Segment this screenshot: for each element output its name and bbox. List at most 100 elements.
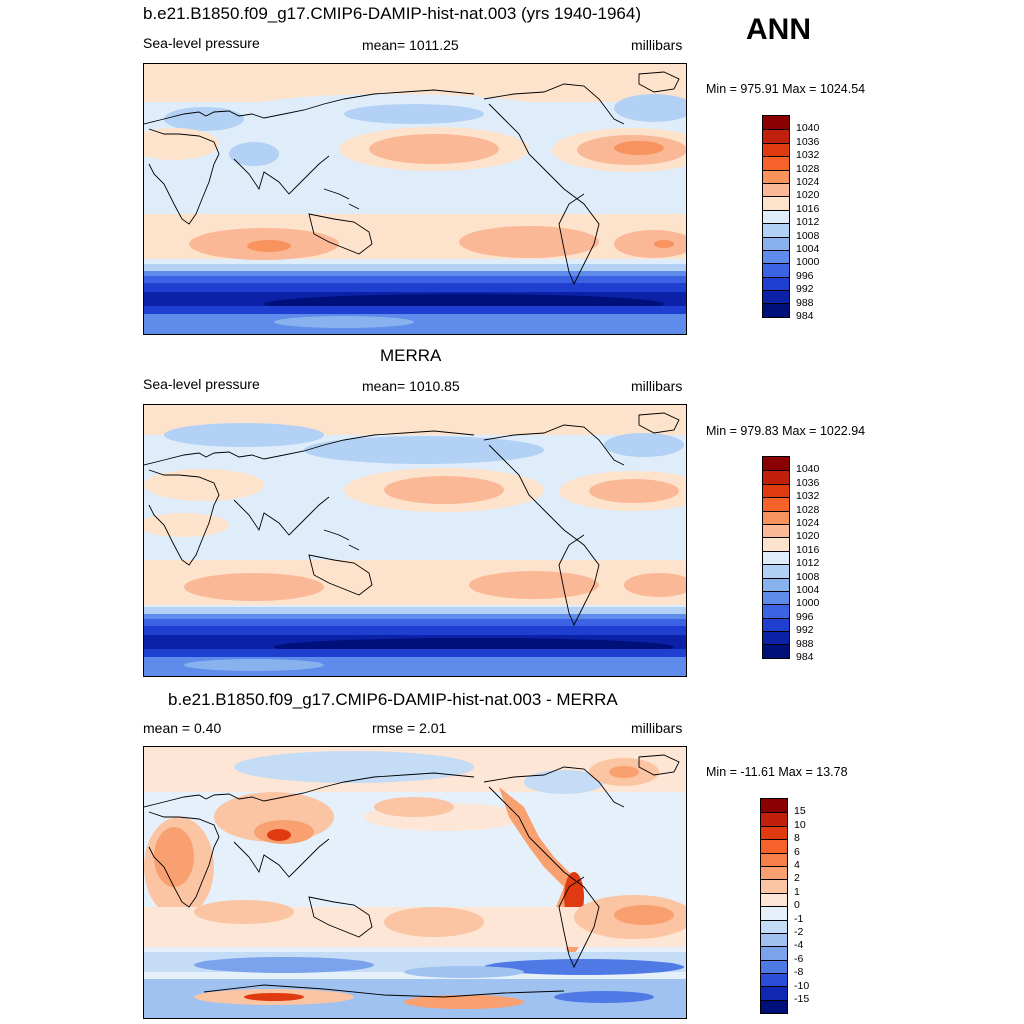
panel1-variable: Sea-level pressure [143,35,260,51]
colorbar-swatch [761,946,787,960]
colorbar-swatch [763,116,789,130]
colorbar-label: 984 [796,310,814,322]
colorbar-swatch [763,590,789,605]
colorbar-swatch [763,290,789,304]
panel3-title: b.e21.B1850.f09_g17.CMIP6-DAMIP-hist-nat… [168,690,618,709]
colorbar-swatch [761,973,787,987]
colorbar-label: 1020 [796,530,820,543]
colorbar-label: 10 [794,818,806,831]
colorbar-label: 1012 [796,557,820,570]
panel1-map [143,63,687,335]
colorbar-swatch [763,142,789,157]
colorbar-label: 0 [794,899,800,912]
colorbar-label: 1000 [796,256,820,269]
colorbar-label: 996 [796,610,814,623]
colorbar-label: 1024 [796,176,820,188]
colorbar-label: 15 [794,805,806,818]
colorbar-swatch [761,839,787,853]
colorbar-label: -4 [794,939,804,952]
colorbar-swatch [763,644,789,658]
colorbar-swatch [763,631,789,645]
panel1-colorbar [762,115,790,318]
colorbar-label: 1016 [796,543,820,556]
panel3-map [143,746,687,1019]
panel2-colorbar [762,456,790,659]
panel3-colorbar [760,798,788,1015]
colorbar-label: 988 [796,637,814,650]
colorbar-label: -1 [794,912,804,925]
colorbar-swatch [763,129,789,143]
colorbar-label: 8 [794,832,800,845]
colorbar-swatch [761,812,787,826]
colorbar-swatch [763,209,789,224]
colorbar-swatch [763,617,789,632]
colorbar-swatch [763,564,789,578]
colorbar-swatch [761,932,787,947]
colorbar-label: 1028 [796,162,820,175]
panel3-minmax: Min = -11.61 Max = 13.78 [706,765,848,779]
colorbar-label: 1000 [796,597,820,610]
colorbar-label: 1008 [796,570,820,583]
colorbar-swatch [763,497,789,511]
colorbar-swatch [763,537,789,551]
panel2-map [143,404,687,677]
colorbar-label: 988 [796,296,814,309]
colorbar-label: 984 [796,651,814,663]
colorbar-swatch [763,236,789,250]
colorbar-swatch [763,550,789,565]
colorbar-label: -15 [794,993,810,1005]
colorbar-swatch [761,959,787,974]
colorbar-label: -8 [794,966,804,979]
colorbar-label: 4 [794,859,800,871]
colorbar-swatch [763,604,789,618]
colorbar-swatch [761,919,787,933]
colorbar-label: 1036 [796,476,820,489]
colorbar-swatch [763,169,789,183]
colorbar-label: 6 [794,845,800,858]
panel2-variable: Sea-level pressure [143,376,260,392]
colorbar-label: 1016 [796,202,820,215]
colorbar-swatch [763,223,789,237]
colorbar-swatch [761,799,787,813]
colorbar-swatch [763,196,789,210]
colorbar-swatch [763,457,789,471]
colorbar-label: 1012 [796,216,820,229]
panel3-rmse: rmse = 2.01 [372,720,447,736]
panel1-title: b.e21.B1850.f09_g17.CMIP6-DAMIP-hist-nat… [143,4,641,23]
colorbar-swatch [763,182,789,197]
colorbar-label: 996 [796,269,814,282]
colorbar-swatch [763,249,789,264]
colorbar-label: 1 [794,885,800,898]
panel1-units: millibars [631,37,683,53]
colorbar-swatch [761,892,787,907]
colorbar-swatch [761,852,787,866]
colorbar-swatch [763,156,789,170]
colorbar-label: 992 [796,624,814,637]
colorbar-label: 1008 [796,229,820,242]
colorbar-label: 1024 [796,517,820,529]
colorbar-label: 1004 [796,243,820,255]
colorbar-swatch [763,303,789,317]
colorbar-swatch [761,865,787,880]
colorbar-label: 1028 [796,503,820,516]
colorbar-label: -6 [794,952,804,965]
panel3-units: millibars [631,720,683,736]
colorbar-swatch [761,986,787,1000]
colorbar-label: 1004 [796,584,820,596]
panel3-mean: mean = 0.40 [143,720,222,736]
colorbar-swatch [761,999,787,1014]
panel1-minmax: Min = 975.91 Max = 1024.54 [706,82,866,96]
colorbar-swatch [763,577,789,591]
panel2-title: MERRA [380,346,442,365]
panel2-minmax: Min = 979.83 Max = 1022.94 [706,424,866,438]
colorbar-swatch [761,906,787,920]
colorbar-swatch [761,879,787,893]
colorbar-label: 1032 [796,490,820,503]
colorbar-swatch [761,825,787,840]
panel1-mean: mean= 1011.25 [362,37,459,53]
colorbar-label: 1032 [796,149,820,162]
colorbar-label: 1020 [796,189,820,202]
colorbar-label: 1040 [796,122,820,135]
colorbar-swatch [763,276,789,291]
panel2-mean: mean= 1010.85 [362,378,460,394]
